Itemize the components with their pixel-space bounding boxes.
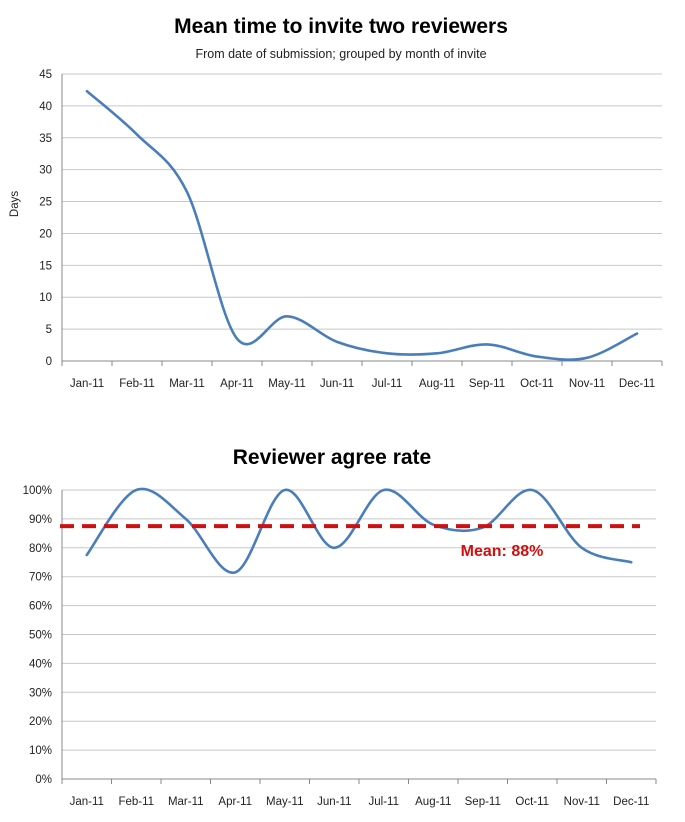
x-tick-label: Feb-11 [118, 796, 154, 808]
series-line [85, 89, 639, 361]
y-tick-label: 25 [39, 197, 52, 209]
y-tick-label: 35 [39, 133, 52, 145]
x-tick-label: Sep-11 [465, 796, 501, 808]
chart2-mean: Mean: 88% [60, 524, 640, 560]
y-tick-label: 20% [29, 716, 52, 728]
chart1-y-ticks: 0 5 10 15 20 25 30 35 40 45 [39, 69, 52, 368]
y-tick-label: 80% [29, 543, 52, 555]
chart1-x-ticks: Jan-11 Feb-11 Mar-11 Apr-11 May-11 Jun-11 Jul-… [61, 361, 663, 390]
chart2-y-ticks: 0% 10% 20% 30% 40% 50% 60% 70% 80% 90% 100% [23, 485, 52, 786]
chart2-series [85, 487, 633, 574]
x-tick-label: Jan-11 [70, 378, 104, 390]
y-tick-label: 10 [39, 292, 52, 304]
x-tick-label: Dec-11 [613, 796, 649, 808]
x-tick-label: Nov-11 [569, 378, 605, 390]
y-tick-label: 70% [29, 572, 52, 584]
chart2-title: Reviewer agree rate [233, 446, 431, 469]
y-tick-label: 0% [35, 774, 52, 786]
chart-agree-rate: Reviewer agree rate 0% 10% 20% 30% 40% 50% 60%… [23, 446, 657, 808]
y-tick-label: 100% [23, 485, 52, 497]
x-tick-label: May-11 [268, 378, 306, 390]
y-tick-label: 15 [39, 260, 52, 272]
x-tick-label: Mar-11 [168, 796, 204, 808]
y-tick-label: 60% [29, 601, 52, 613]
y-tick-label: 10% [29, 745, 52, 757]
chart-invite-time: Mean time to invite two reviewers From d… [9, 15, 663, 390]
y-tick-label: 90% [29, 514, 52, 526]
series-line [85, 487, 633, 574]
chart1-subtitle: From date of submission; grouped by mont… [195, 47, 486, 61]
y-tick-label: 0 [46, 356, 52, 368]
y-tick-label: 50% [29, 630, 52, 642]
y-tick-label: 30% [29, 687, 52, 699]
y-tick-label: 40 [39, 101, 52, 113]
chart1-series [85, 89, 639, 361]
chart2-x-ticks: Jan-11 Feb-11 Mar-11 Apr-11 May-11 Jun-11 Jul-… [61, 779, 657, 808]
chart2-gridlines [61, 489, 656, 780]
chart1-gridlines [61, 73, 662, 362]
x-tick-label: Aug-11 [419, 378, 455, 390]
x-tick-label: Jun-11 [320, 378, 354, 390]
x-tick-label: Sep-11 [469, 378, 505, 390]
x-tick-label: Aug-11 [415, 796, 451, 808]
x-tick-label: Apr-11 [218, 796, 252, 808]
x-tick-label: Jan-11 [70, 796, 104, 808]
mean-label: Mean: 88% [461, 543, 544, 560]
x-tick-label: Jul-11 [369, 796, 399, 808]
y-tick-label: 40% [29, 658, 52, 670]
x-tick-label: Mar-11 [169, 378, 205, 390]
x-tick-label: Feb-11 [119, 378, 155, 390]
y-tick-label: 20 [39, 228, 52, 240]
x-tick-label: Oct-11 [520, 378, 554, 390]
x-tick-label: Nov-11 [564, 796, 600, 808]
y-tick-label: 30 [39, 165, 52, 177]
x-tick-label: Oct-11 [515, 796, 549, 808]
x-tick-label: Jul-11 [372, 378, 402, 390]
x-tick-label: Dec-11 [619, 378, 655, 390]
chart1-y-axis-label: Days [9, 191, 21, 217]
x-tick-label: Jun-11 [317, 796, 351, 808]
y-tick-label: 5 [46, 324, 52, 336]
chart1-title: Mean time to invite two reviewers [174, 15, 508, 38]
x-tick-label: May-11 [266, 796, 304, 808]
y-tick-label: 45 [39, 69, 52, 81]
x-tick-label: Apr-11 [220, 378, 254, 390]
